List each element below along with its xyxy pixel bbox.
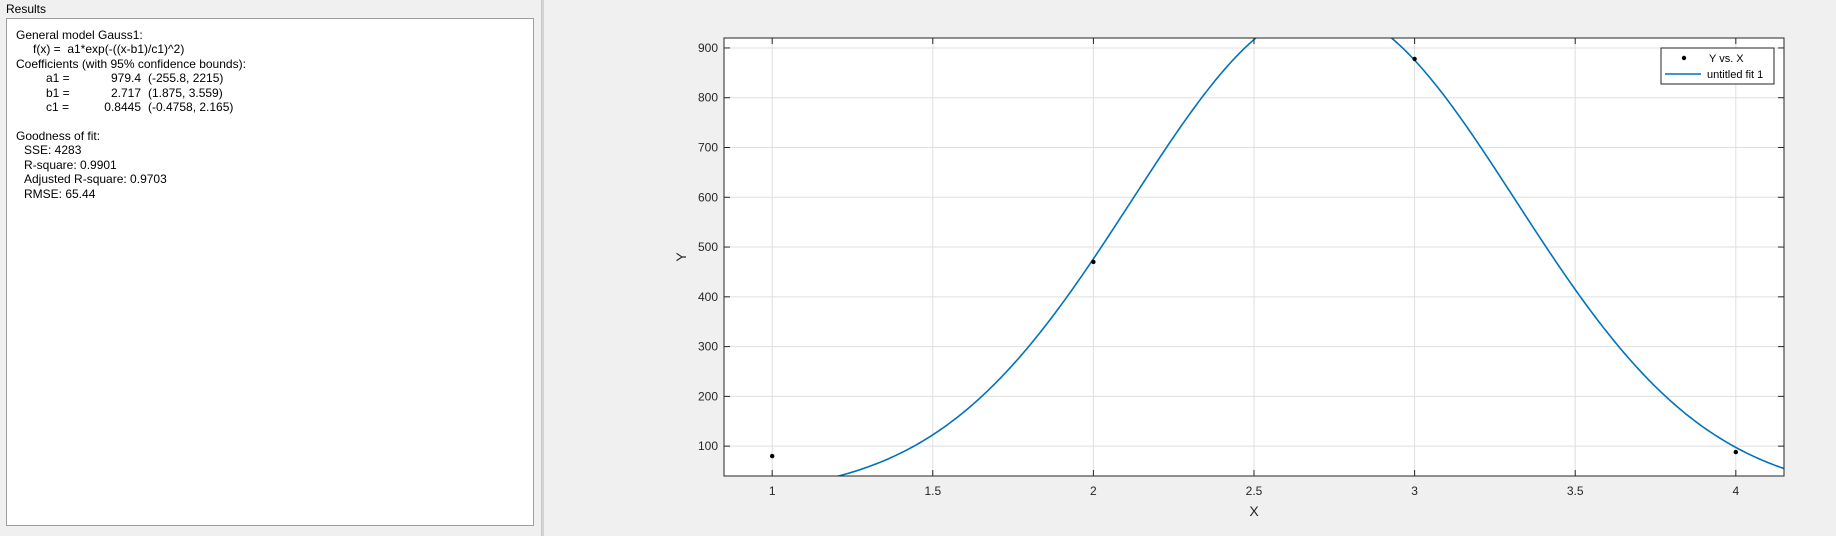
- coef-value: 2.717: [110, 86, 141, 100]
- coef-bounds: (1.875, 3.559): [148, 86, 223, 100]
- x-tick-label: 3: [1411, 484, 1418, 498]
- x-tick-label: 1: [769, 484, 776, 498]
- x-tick-label: 3.5: [1567, 484, 1584, 498]
- y-tick-label: 900: [698, 41, 718, 55]
- y-tick-label: 500: [698, 240, 718, 254]
- coefficients-header: Coefficients (with 95% confidence bounds…: [16, 57, 246, 71]
- data-point: [769, 453, 775, 459]
- results-title: Results: [6, 2, 47, 16]
- results-panel: Results General model Gauss1: f(x) = a1*…: [0, 0, 541, 536]
- legend-marker-points: [1681, 55, 1687, 61]
- legend-box: [1660, 47, 1775, 85]
- legend-label-points: Y vs. X: [1709, 53, 1744, 65]
- gof-header: Goodness of fit:: [16, 129, 101, 143]
- coef-value: 0.8445: [104, 100, 141, 114]
- panel-splitter[interactable]: [541, 0, 544, 536]
- y-axis-label: Y: [673, 252, 689, 262]
- x-tick-label: 2: [1090, 484, 1097, 498]
- y-tick-label: 100: [698, 439, 718, 453]
- results-text-box[interactable]: General model Gauss1: f(x) = a1*exp(-((x…: [6, 18, 534, 526]
- y-tick-label: 800: [698, 91, 718, 105]
- model-line: General model Gauss1:: [16, 28, 143, 42]
- rsquare-line: R-square: 0.9901: [24, 158, 117, 172]
- formula-line: f(x) = a1*exp(-((x-b1)/c1)^2): [33, 42, 185, 56]
- rmse-line: RMSE: 65.44: [24, 187, 96, 201]
- legend-label-fit: untitled fit 1: [1707, 69, 1763, 81]
- x-tick-label: 2.5: [1246, 484, 1263, 498]
- coef-value: 979.4: [110, 71, 141, 85]
- y-tick-label: 300: [698, 340, 718, 354]
- data-point: [1412, 56, 1417, 62]
- data-point: [1733, 449, 1739, 455]
- y-tick-label: 200: [698, 389, 718, 403]
- x-tick-label: 4: [1732, 484, 1739, 498]
- coef-name: c1 =: [46, 100, 70, 114]
- coef-name: a1 =: [46, 71, 70, 85]
- coef-bounds: (-255.8, 2215): [148, 71, 224, 85]
- plot-area: 1 1.5 2 2.5 3 3.5 4 100 200 300 400 500 600 700 800 900…: [546, 0, 1836, 536]
- fit-chart[interactable]: 1 1.5 2 2.5 3 3.5 4 100 200 300 400 500 600 700 800 900…: [546, 0, 1836, 536]
- data-point: [1091, 259, 1096, 265]
- x-tick-label: 1.5: [924, 484, 941, 498]
- y-tick-label: 400: [698, 290, 718, 304]
- adj-rsquare-line: Adjusted R-square: 0.9703: [24, 172, 167, 186]
- coef-bounds: (-0.4758, 2.165): [148, 100, 234, 114]
- x-axis-label: X: [1249, 503, 1259, 519]
- coef-name: b1 =: [46, 86, 70, 100]
- y-tick-label: 600: [698, 190, 718, 204]
- y-tick-label: 700: [698, 141, 718, 155]
- sse-line: SSE: 4283: [24, 143, 82, 157]
